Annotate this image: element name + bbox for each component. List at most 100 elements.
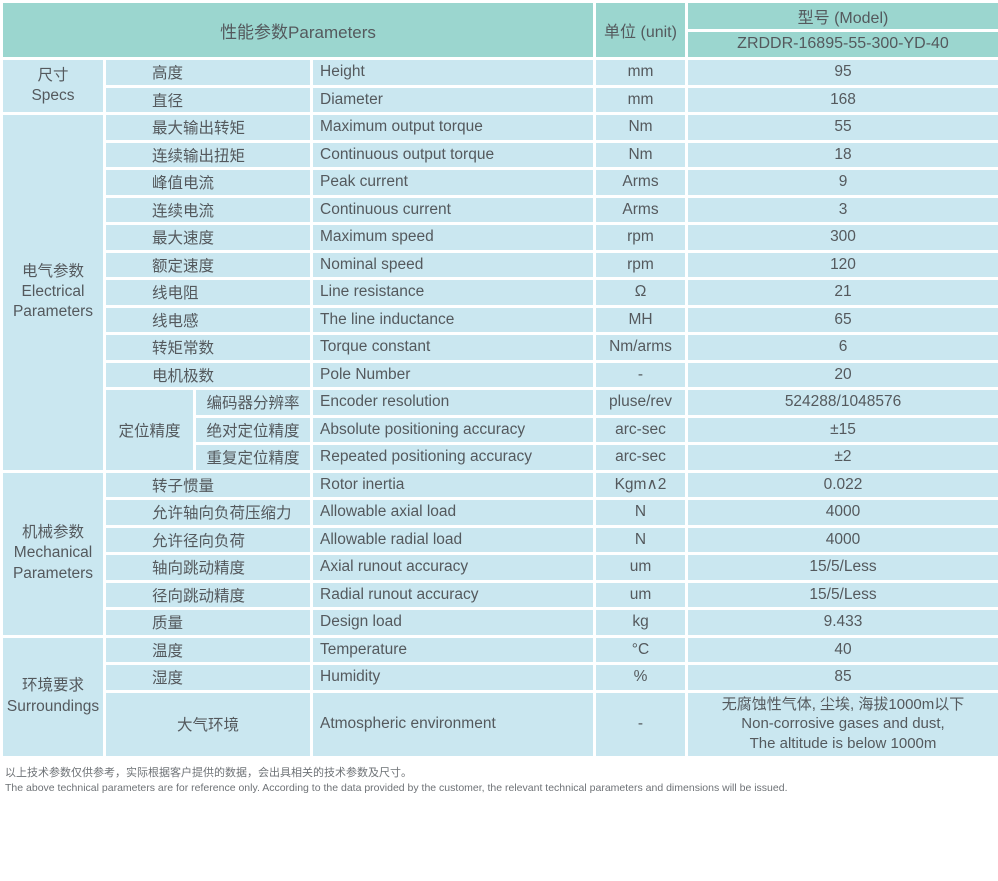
value-cell: ±15 [685, 414, 998, 445]
value-cell: ±2 [685, 442, 998, 473]
unit-cell: Nm [593, 139, 688, 170]
table-row: 连续输出扭矩 Continuous output torque Nm 18 [2, 139, 998, 170]
table-row: 轴向跳动精度 Axial runout accuracy um 15/5/Les… [2, 552, 998, 583]
param-en-cell: The line inductance [310, 304, 596, 335]
header-row-1: 性能参数Parameters 单位 (unit) 型号 (Model) [0, 0, 998, 60]
model-value: ZRDDR-16895-55-300-YD-40 [685, 28, 998, 60]
param-en-cell: Humidity [310, 662, 596, 693]
param-cn-cell: 电机极数 [103, 359, 313, 390]
value-cell: 85 [685, 662, 998, 693]
param-cn-cell: 转子惯量 [103, 469, 313, 500]
unit-cell: - [593, 689, 688, 759]
param-en-cell: Maximum speed [310, 222, 596, 253]
param-cn-cell: 连续输出扭矩 [103, 139, 313, 170]
table-row: 湿度 Humidity % 85 [2, 662, 998, 693]
value-cell: 168 [685, 84, 998, 115]
value-cell: 4000 [685, 497, 998, 528]
param-en-cell: Peak current [310, 167, 596, 198]
parameters-header: 性能参数Parameters [0, 0, 596, 60]
value-cell: 6 [685, 332, 998, 363]
table-row: 绝对定位精度 Absolute positioning accuracy arc… [2, 414, 998, 445]
table-row: 重复定位精度 Repeated positioning accuracy arc… [2, 442, 998, 473]
param-en-cell: Design load [310, 607, 596, 638]
section-cn: 电气参数 [21, 263, 84, 281]
table-row: 环境要求 Surroundings 温度 Temperature °C 40 [0, 634, 998, 759]
value-cell: 300 [685, 222, 998, 253]
table-row: 连续电流 Continuous current Arms 3 [2, 194, 998, 225]
unit-cell: °C [593, 634, 688, 665]
param-cn-cell: 直径 [103, 84, 313, 115]
param-en-cell: Allowable axial load [310, 497, 596, 528]
unit-cell: rpm [593, 249, 688, 280]
table-row: 线电阻 Line resistance Ω 21 [2, 277, 998, 308]
param-cn-cell: 径向跳动精度 [103, 579, 313, 610]
param-en-cell: Encoder resolution [310, 387, 596, 418]
param-cn-cell: 重复定位精度 [193, 442, 313, 473]
param-cn-cell: 额定速度 [103, 249, 313, 280]
param-cn-cell: 高度 [103, 57, 313, 88]
table-row: 额定速度 Nominal speed rpm 120 [2, 249, 998, 280]
unit-cell: Arms [593, 194, 688, 225]
unit-cell: MH [593, 304, 688, 335]
value-cell: 40 [685, 634, 998, 665]
param-cn-cell: 大气环境 [103, 689, 313, 759]
footnote-en: The above technical parameters are for r… [5, 781, 788, 794]
unit-cell: Nm [593, 112, 688, 143]
param-cn-cell: 湿度 [103, 662, 313, 693]
unit-cell: Nm/arms [593, 332, 688, 363]
value-cell: 65 [685, 304, 998, 335]
value-cell: 0.022 [685, 469, 998, 500]
value-cell: 4000 [685, 524, 998, 555]
value-cell: 55 [685, 112, 998, 143]
param-cn-cell: 温度 [103, 634, 313, 665]
param-en-cell: Continuous current [310, 194, 596, 225]
unit-cell: um [593, 579, 688, 610]
unit-header: 单位 (unit) [593, 0, 688, 60]
param-en-cell: Temperature [310, 634, 596, 665]
param-en-cell: Line resistance [310, 277, 596, 308]
footnotes: 以上技术参数仅供参考，实际根据客户提供的数据，会出具相关的技术参数及尺寸。 Th… [5, 766, 998, 796]
spec-table: 性能参数Parameters 单位 (unit) 型号 (Model) ZRDD… [0, 0, 998, 759]
param-en-cell: Torque constant [310, 332, 596, 363]
table-row: 径向跳动精度 Radial runout accuracy um 15/5/Le… [2, 579, 998, 610]
section-cell-mechanical: 机械参数 Mechanical Parameters [0, 469, 106, 638]
param-cn-cell: 轴向跳动精度 [103, 552, 313, 583]
param-en-cell: Axial runout accuracy [310, 552, 596, 583]
section-cn: 环境要求 [21, 677, 84, 695]
unit-cell: Ω [593, 277, 688, 308]
table-row: 允许径向负荷 Allowable radial load N 4000 [2, 524, 998, 555]
param-cn-cell: 允许轴向负荷压缩力 [103, 497, 313, 528]
value-cell: 524288/1048576 [685, 387, 998, 418]
table-row: 定位精度 编码器分辨率 Encoder resolution pluse/rev… [2, 387, 998, 473]
unit-cell: um [593, 552, 688, 583]
value-cell: 21 [685, 277, 998, 308]
unit-cell: arc-sec [593, 414, 688, 445]
section-en: Mechanical Parameters [12, 544, 94, 582]
unit-cell: arc-sec [593, 442, 688, 473]
section-cell-specs: 尺寸 Specs [0, 57, 106, 115]
value-cell: 95 [685, 57, 998, 88]
param-en-cell: Continuous output torque [310, 139, 596, 170]
param-cn-cell: 线电阻 [103, 277, 313, 308]
param-en-cell: Repeated positioning accuracy [310, 442, 596, 473]
param-en-cell: Pole Number [310, 359, 596, 390]
table-row: 允许轴向负荷压缩力 Allowable axial load N 4000 [2, 497, 998, 528]
param-cn-cell: 质量 [103, 607, 313, 638]
value-cell: 15/5/Less [685, 552, 998, 583]
subgroup-cell-positioning: 定位精度 [103, 387, 196, 473]
param-en-cell: Radial runout accuracy [310, 579, 596, 610]
table-row: 尺寸 Specs 高度 Height mm 95 [0, 57, 998, 115]
table-row: 转矩常数 Torque constant Nm/arms 6 [2, 332, 998, 363]
unit-cell: N [593, 497, 688, 528]
section-en: Electrical Parameters [12, 283, 94, 321]
value-cell: 15/5/Less [685, 579, 998, 610]
param-en-cell: Diameter [310, 84, 596, 115]
table-row: 大气环境 Atmospheric environment - 无腐蚀性气体, 尘… [2, 689, 998, 759]
unit-cell: N [593, 524, 688, 555]
table-row: 质量 Design load kg 9.433 [2, 607, 998, 638]
table-row: 峰值电流 Peak current Arms 9 [2, 167, 998, 198]
unit-cell: rpm [593, 222, 688, 253]
unit-cell: Kgm∧2 [593, 469, 688, 500]
section-cell-surroundings: 环境要求 Surroundings [0, 634, 106, 759]
value-cell: 18 [685, 139, 998, 170]
